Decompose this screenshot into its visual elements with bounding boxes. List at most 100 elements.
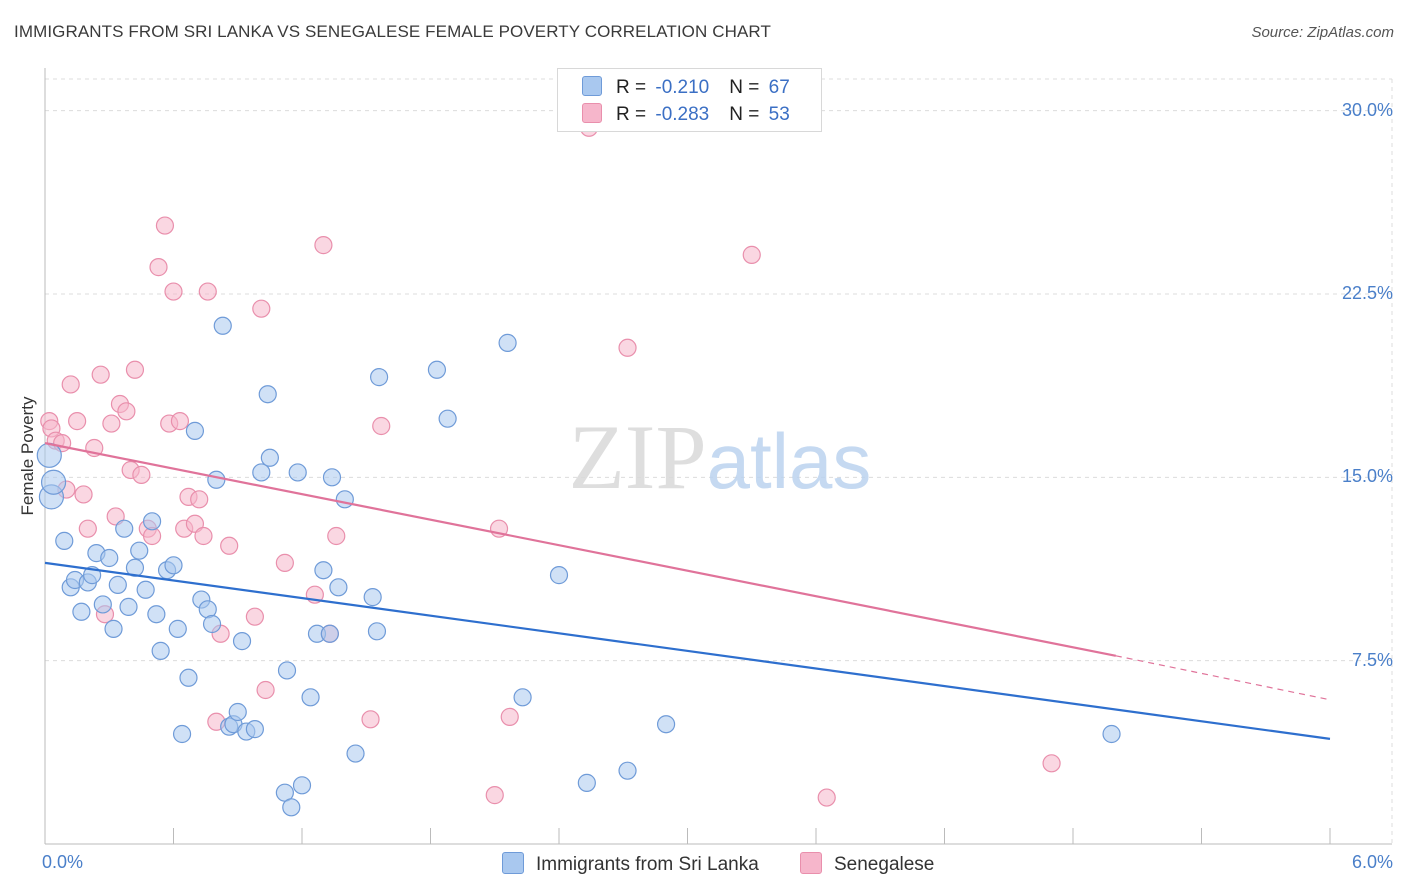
chart-title: IMMIGRANTS FROM SRI LANKA VS SENEGALESE … bbox=[14, 22, 771, 41]
legend-r-value: -0.283 bbox=[655, 104, 710, 125]
point-sri-lanka bbox=[213, 316, 232, 335]
point-sri-lanka bbox=[329, 578, 348, 597]
point-sri-lanka bbox=[172, 724, 192, 744]
point-sri-lanka bbox=[367, 622, 387, 641]
point-sri-lanka bbox=[346, 744, 365, 763]
point-sri-lanka bbox=[147, 605, 166, 624]
legend-n-label: N = bbox=[729, 77, 765, 98]
legend: R = -0.210 N = 67 R = -0.283 N = 53 bbox=[557, 68, 822, 132]
point-senegalese bbox=[68, 412, 87, 431]
point-senegalese bbox=[314, 236, 333, 255]
legend-n-value: 53 bbox=[768, 104, 790, 125]
x-tick-label: 0.0% bbox=[42, 852, 84, 872]
point-sri-lanka bbox=[277, 661, 297, 680]
point-sri-lanka bbox=[119, 597, 138, 616]
point-sri-lanka bbox=[252, 463, 271, 482]
point-senegalese bbox=[275, 553, 294, 572]
chart-source: Source: ZipAtlas.com bbox=[1251, 24, 1394, 41]
y-tick-label: 30.0% bbox=[1341, 99, 1393, 120]
point-senegalese bbox=[132, 465, 151, 484]
point-sri-lanka bbox=[320, 624, 339, 643]
legend-row-sri-lanka: R = -0.210 N = 67 bbox=[582, 76, 790, 99]
x-tick-label: 6.0% bbox=[1351, 852, 1393, 872]
legend-n-label: N = bbox=[729, 104, 765, 125]
bottom-legend-label-senegalese: Senegalese bbox=[834, 854, 935, 875]
point-sri-lanka bbox=[288, 463, 307, 482]
point-sri-lanka bbox=[335, 490, 354, 509]
point-sri-lanka bbox=[245, 720, 264, 739]
point-sri-lanka bbox=[438, 409, 457, 428]
point-senegalese bbox=[1042, 754, 1061, 773]
point-sri-lanka bbox=[108, 575, 127, 594]
point-sri-lanka bbox=[207, 470, 226, 489]
point-senegalese bbox=[245, 607, 264, 626]
point-senegalese bbox=[618, 338, 637, 357]
point-sri-lanka bbox=[498, 333, 517, 352]
point-senegalese bbox=[817, 788, 836, 807]
bottom-legend-swatch-senegalese bbox=[800, 852, 822, 874]
point-senegalese bbox=[170, 412, 190, 431]
point-sri-lanka bbox=[656, 715, 676, 734]
point-sri-lanka bbox=[292, 776, 312, 795]
point-sri-lanka bbox=[232, 632, 252, 651]
point-sri-lanka bbox=[104, 619, 123, 638]
point-sri-lanka bbox=[185, 421, 205, 440]
point-senegalese bbox=[361, 710, 380, 729]
point-senegalese bbox=[164, 282, 183, 301]
point-senegalese bbox=[91, 365, 110, 384]
legend-r-label: R = bbox=[616, 104, 652, 125]
points-layer bbox=[36, 118, 1121, 817]
point-senegalese bbox=[252, 299, 271, 318]
watermark: ZIPatlas bbox=[569, 406, 872, 508]
legend-swatch-senegalese bbox=[582, 103, 602, 123]
point-senegalese bbox=[500, 707, 519, 726]
point-senegalese bbox=[125, 360, 145, 379]
point-sri-lanka bbox=[314, 561, 333, 580]
bottom-legend-label-sri-lanka: Immigrants from Sri Lanka bbox=[536, 854, 759, 875]
point-senegalese bbox=[78, 519, 97, 538]
point-sri-lanka bbox=[168, 619, 187, 638]
trend-layer bbox=[44, 442, 1331, 740]
legend-swatch-sri-lanka bbox=[582, 76, 602, 96]
point-senegalese bbox=[155, 216, 175, 235]
legend-row-senegalese: R = -0.283 N = 53 bbox=[582, 103, 790, 126]
point-senegalese bbox=[190, 490, 209, 509]
legend-n-value: 67 bbox=[768, 77, 790, 98]
point-sri-lanka bbox=[142, 512, 162, 531]
point-senegalese bbox=[485, 786, 504, 805]
point-sri-lanka bbox=[55, 531, 74, 550]
y-tick-label: 7.5% bbox=[1351, 649, 1393, 670]
point-sri-lanka bbox=[549, 566, 569, 585]
point-sri-lanka bbox=[93, 595, 112, 614]
point-sri-lanka bbox=[115, 519, 134, 538]
point-sri-lanka bbox=[179, 668, 198, 687]
point-senegalese bbox=[149, 258, 168, 277]
point-sri-lanka bbox=[151, 641, 170, 660]
point-sri-lanka bbox=[322, 468, 342, 487]
point-sri-lanka bbox=[40, 469, 67, 495]
y-tick-label: 22.5% bbox=[1341, 283, 1393, 303]
point-senegalese bbox=[372, 416, 391, 436]
trend-line-sri-lanka bbox=[44, 561, 1331, 740]
legend-r-value: -0.210 bbox=[655, 77, 710, 98]
point-sri-lanka bbox=[136, 580, 155, 599]
bottom-legend-swatch-sri-lanka bbox=[502, 852, 524, 874]
point-sri-lanka bbox=[260, 448, 279, 467]
point-sri-lanka bbox=[130, 541, 149, 560]
point-senegalese bbox=[220, 536, 239, 555]
point-sri-lanka bbox=[228, 702, 247, 722]
point-senegalese bbox=[194, 526, 213, 546]
point-senegalese bbox=[102, 414, 121, 433]
point-senegalese bbox=[74, 485, 93, 504]
bottom-legend-senegalese: Senegalese bbox=[800, 852, 934, 876]
bottom-legend: Immigrants from Sri Lanka Senegalese bbox=[0, 852, 1406, 878]
point-sri-lanka bbox=[258, 385, 277, 404]
point-sri-lanka bbox=[100, 548, 119, 568]
point-sri-lanka bbox=[363, 588, 382, 607]
point-sri-lanka bbox=[36, 442, 62, 468]
point-senegalese bbox=[61, 375, 80, 394]
point-sri-lanka bbox=[202, 614, 222, 634]
point-senegalese bbox=[742, 245, 761, 264]
point-senegalese bbox=[117, 402, 136, 421]
